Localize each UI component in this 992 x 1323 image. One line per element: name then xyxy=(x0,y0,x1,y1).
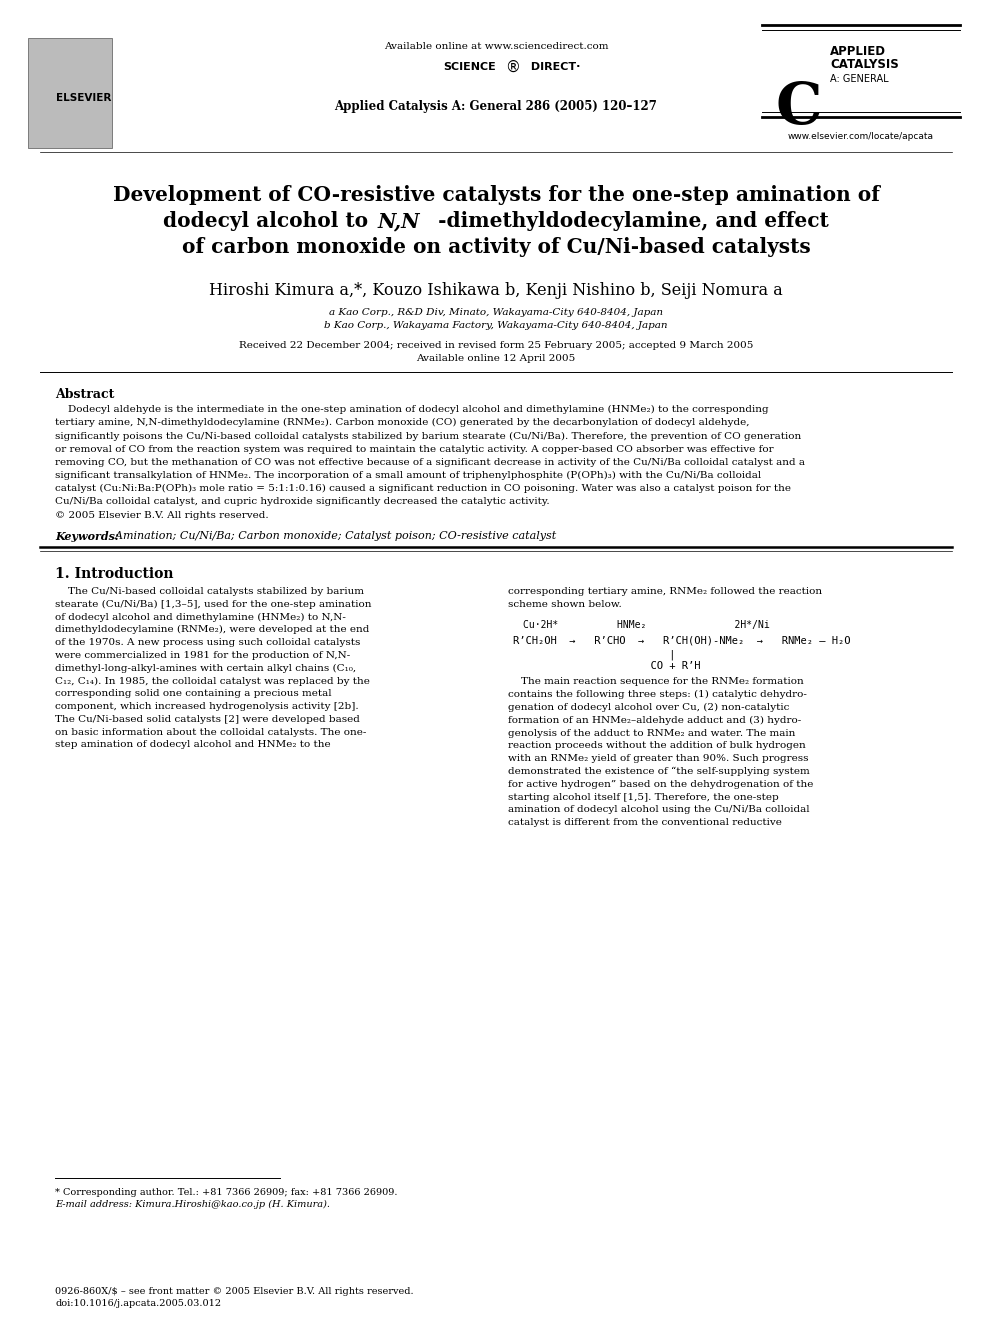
Text: tertiary amine, N,N-dimethyldodecylamine (RNMe₂). Carbon monoxide (CO) generated: tertiary amine, N,N-dimethyldodecylamine… xyxy=(55,418,750,427)
Text: 0926-860X/$ – see front matter © 2005 Elsevier B.V. All rights reserved.: 0926-860X/$ – see front matter © 2005 El… xyxy=(55,1287,414,1297)
Text: Available online at www.sciencedirect.com: Available online at www.sciencedirect.co… xyxy=(384,42,608,52)
Text: E-mail address: Kimura.Hiroshi@kao.co.jp (H. Kimura).: E-mail address: Kimura.Hiroshi@kao.co.jp… xyxy=(55,1200,330,1209)
Text: Available online 12 April 2005: Available online 12 April 2005 xyxy=(417,355,575,363)
Text: dimethyldodecylamine (RNMe₂), were developed at the end: dimethyldodecylamine (RNMe₂), were devel… xyxy=(55,626,369,634)
Text: step amination of dodecyl alcohol and HNMe₂ to the: step amination of dodecyl alcohol and HN… xyxy=(55,741,330,749)
Text: Development of CO-resistive catalysts for the one-step amination of: Development of CO-resistive catalysts fo… xyxy=(112,185,880,205)
Text: N,N: N,N xyxy=(378,210,421,232)
Text: Cu/Ni/Ba colloidal catalyst, and cupric hydroxide significantly decreased the ca: Cu/Ni/Ba colloidal catalyst, and cupric … xyxy=(55,497,550,507)
Text: DIRECT·: DIRECT· xyxy=(496,62,580,71)
Text: stearate (Cu/Ni/Ba) [1,3–5], used for the one-step amination: stearate (Cu/Ni/Ba) [1,3–5], used for th… xyxy=(55,599,371,609)
Text: The main reaction sequence for the RNMe₂ formation: The main reaction sequence for the RNMe₂… xyxy=(508,677,804,687)
Text: of carbon monoxide on activity of Cu/Ni-based catalysts: of carbon monoxide on activity of Cu/Ni-… xyxy=(182,237,810,257)
Text: genolysis of the adduct to RNMe₂ and water. The main: genolysis of the adduct to RNMe₂ and wat… xyxy=(508,729,796,738)
Text: The Cu/Ni-based solid catalysts [2] were developed based: The Cu/Ni-based solid catalysts [2] were… xyxy=(55,714,360,724)
Text: C₁₂, C₁₄). In 1985, the colloidal catalyst was replaced by the: C₁₂, C₁₄). In 1985, the colloidal cataly… xyxy=(55,676,370,685)
Text: b Kao Corp., Wakayama Factory, Wakayama-City 640-8404, Japan: b Kao Corp., Wakayama Factory, Wakayama-… xyxy=(324,321,668,329)
Text: corresponding solid one containing a precious metal: corresponding solid one containing a pre… xyxy=(55,689,331,699)
Text: catalyst is different from the conventional reductive: catalyst is different from the conventio… xyxy=(508,818,782,827)
Bar xyxy=(28,38,112,148)
Text: Cu·2H*          HNMe₂               2H*/Ni: Cu·2H* HNMe₂ 2H*/Ni xyxy=(523,620,770,630)
Text: Hiroshi Kimura a,*, Kouzo Ishikawa b, Kenji Nishino b, Seiji Nomura a: Hiroshi Kimura a,*, Kouzo Ishikawa b, Ke… xyxy=(209,282,783,299)
Text: reaction proceeds without the addition of bulk hydrogen: reaction proceeds without the addition o… xyxy=(508,741,806,750)
Text: CATALYSIS: CATALYSIS xyxy=(830,58,899,71)
Text: dodecyl alcohol to               -dimethyldodecylamine, and effect: dodecyl alcohol to -dimethyldodecylamine… xyxy=(163,210,829,232)
Text: APPLIED: APPLIED xyxy=(830,45,886,58)
Text: 1. Introduction: 1. Introduction xyxy=(55,566,174,581)
Text: |: | xyxy=(513,650,676,660)
Text: C: C xyxy=(775,79,821,136)
Text: with an RNMe₂ yield of greater than 90%. Such progress: with an RNMe₂ yield of greater than 90%.… xyxy=(508,754,808,763)
Text: A: GENERAL: A: GENERAL xyxy=(830,74,889,83)
Text: corresponding tertiary amine, RNMe₂ followed the reaction: corresponding tertiary amine, RNMe₂ foll… xyxy=(508,587,822,595)
Text: amination of dodecyl alcohol using the Cu/Ni/Ba colloidal: amination of dodecyl alcohol using the C… xyxy=(508,806,809,815)
Text: Amination; Cu/Ni/Ba; Carbon monoxide; Catalyst poison; CO-resistive catalyst: Amination; Cu/Ni/Ba; Carbon monoxide; Ca… xyxy=(108,531,557,541)
Text: Dodecyl aldehyde is the intermediate in the one-step amination of dodecyl alcoho: Dodecyl aldehyde is the intermediate in … xyxy=(55,405,769,414)
Text: significant transalkylation of HNMe₂. The incorporation of a small amount of tri: significant transalkylation of HNMe₂. Th… xyxy=(55,471,761,480)
Text: Received 22 December 2004; received in revised form 25 February 2005; accepted 9: Received 22 December 2004; received in r… xyxy=(239,341,753,351)
Text: component, which increased hydrogenolysis activity [2b].: component, which increased hydrogenolysi… xyxy=(55,703,359,710)
Text: ELSEVIER: ELSEVIER xyxy=(57,93,112,103)
Text: * Corresponding author. Tel.: +81 7366 26909; fax: +81 7366 26909.: * Corresponding author. Tel.: +81 7366 2… xyxy=(55,1188,398,1197)
Text: on basic information about the colloidal catalysts. The one-: on basic information about the colloidal… xyxy=(55,728,366,737)
Text: Keywords:: Keywords: xyxy=(55,531,119,542)
Text: of the 1970s. A new process using such colloidal catalysts: of the 1970s. A new process using such c… xyxy=(55,638,360,647)
Text: dimethyl-long-alkyl-amines with certain alkyl chains (C₁₀,: dimethyl-long-alkyl-amines with certain … xyxy=(55,664,356,672)
Text: contains the following three steps: (1) catalytic dehydro-: contains the following three steps: (1) … xyxy=(508,691,806,700)
Text: catalyst (Cu:Ni:Ba:P(OPh)₃ mole ratio = 5:1:1:0.16) caused a significant reducti: catalyst (Cu:Ni:Ba:P(OPh)₃ mole ratio = … xyxy=(55,484,791,493)
Text: genation of dodecyl alcohol over Cu, (2) non-catalytic: genation of dodecyl alcohol over Cu, (2)… xyxy=(508,703,790,712)
Text: starting alcohol itself [1,5]. Therefore, the one-step: starting alcohol itself [1,5]. Therefore… xyxy=(508,792,779,802)
Text: scheme shown below.: scheme shown below. xyxy=(508,599,622,609)
Text: demonstrated the existence of “the self-supplying system: demonstrated the existence of “the self-… xyxy=(508,767,809,777)
Text: were commercialized in 1981 for the production of N,N-: were commercialized in 1981 for the prod… xyxy=(55,651,350,660)
Text: removing CO, but the methanation of CO was not effective because of a significan: removing CO, but the methanation of CO w… xyxy=(55,458,805,467)
Text: R’CH₂OH  →   R’CHO  →   R’CH(OH)-NMe₂  →   RNMe₂ – H₂O: R’CH₂OH → R’CHO → R’CH(OH)-NMe₂ → RNMe₂ … xyxy=(513,635,850,646)
Text: Abstract: Abstract xyxy=(55,388,114,401)
Text: a Kao Corp., R&D Div, Minato, Wakayama-City 640-8404, Japan: a Kao Corp., R&D Div, Minato, Wakayama-C… xyxy=(329,308,663,318)
Text: significantly poisons the Cu/Ni-based colloidal catalysts stabilized by barium s: significantly poisons the Cu/Ni-based co… xyxy=(55,431,802,441)
Text: ®: ® xyxy=(496,60,531,75)
Text: The Cu/Ni-based colloidal catalysts stabilized by barium: The Cu/Ni-based colloidal catalysts stab… xyxy=(55,587,364,595)
Text: or removal of CO from the reaction system was required to maintain the catalytic: or removal of CO from the reaction syste… xyxy=(55,445,774,454)
Text: of dodecyl alcohol and dimethylamine (HNMe₂) to N,N-: of dodecyl alcohol and dimethylamine (HN… xyxy=(55,613,346,622)
Text: formation of an HNMe₂–aldehyde adduct and (3) hydro-: formation of an HNMe₂–aldehyde adduct an… xyxy=(508,716,802,725)
Text: © 2005 Elsevier B.V. All rights reserved.: © 2005 Elsevier B.V. All rights reserved… xyxy=(55,511,269,520)
Text: CO + R’H: CO + R’H xyxy=(513,662,700,671)
Text: doi:10.1016/j.apcata.2005.03.012: doi:10.1016/j.apcata.2005.03.012 xyxy=(55,1299,221,1308)
Text: SCIENCE: SCIENCE xyxy=(443,62,496,71)
Text: for active hydrogen” based on the dehydrogenation of the: for active hydrogen” based on the dehydr… xyxy=(508,779,813,789)
Text: www.elsevier.com/locate/apcata: www.elsevier.com/locate/apcata xyxy=(788,132,934,142)
Text: Applied Catalysis A: General 286 (2005) 120–127: Applied Catalysis A: General 286 (2005) … xyxy=(334,101,658,112)
